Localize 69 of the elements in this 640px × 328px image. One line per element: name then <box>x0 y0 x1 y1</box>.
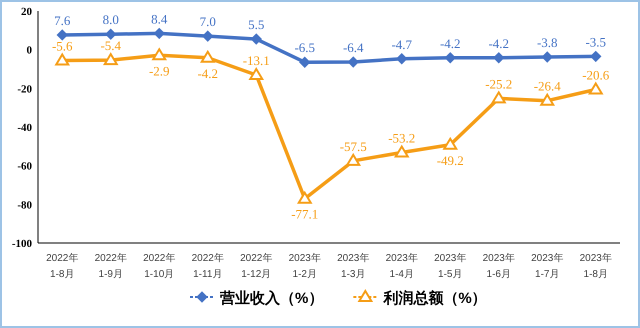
point <box>493 52 504 64</box>
data-label: -3.8 <box>536 35 558 50</box>
data-label: -4.2 <box>488 36 510 51</box>
x-tick-label: 2022年 1-10月 <box>143 252 176 280</box>
y-tick-label: 0 <box>26 44 32 57</box>
point <box>348 56 359 68</box>
x-tick-label: 2023年 1-6月 <box>482 252 515 280</box>
point <box>299 56 310 68</box>
data-label: -26.4 <box>534 78 562 94</box>
y-tick-label: -60 <box>17 160 32 173</box>
data-label: -77.1 <box>291 206 318 222</box>
point <box>540 94 554 106</box>
data-label: -25.2 <box>485 76 512 92</box>
data-label: -20.6 <box>582 67 610 82</box>
x-tick-label: 2022年 1-12月 <box>240 252 272 280</box>
legend-label: 利润总额（%） <box>382 289 487 307</box>
x-tick-label: 2022年 1-11月 <box>192 252 224 280</box>
x-tick-label: 2023年 1-5月 <box>434 252 466 280</box>
data-label: 7.0 <box>200 14 216 30</box>
point <box>154 28 165 39</box>
data-label: -2.9 <box>148 63 170 78</box>
point <box>104 53 118 66</box>
y-tick-label: -80 <box>17 199 32 212</box>
point <box>152 48 166 60</box>
y-tick-label: -20 <box>17 83 32 96</box>
data-label: -6.4 <box>342 40 364 56</box>
point <box>202 30 214 42</box>
x-tick-label: 2023年 1-7月 <box>531 252 564 280</box>
y-tick-label: 20 <box>21 6 32 18</box>
point <box>55 53 70 66</box>
data-label: -49.2 <box>436 152 464 168</box>
point <box>105 28 116 40</box>
x-tick-label: 2022年 1-8月 <box>46 252 78 280</box>
legend-label: 营业收入（%） <box>219 290 324 307</box>
point <box>200 50 215 63</box>
point <box>542 52 553 63</box>
point <box>298 192 312 204</box>
point <box>346 154 360 166</box>
x-tick-label: 2023年 1-2月 <box>288 252 321 280</box>
data-label: -3.5 <box>585 34 606 50</box>
data-label: -5.6 <box>52 38 74 54</box>
point <box>250 34 262 45</box>
point <box>396 53 408 64</box>
data-label: -5.4 <box>100 38 122 54</box>
data-label: -6.5 <box>294 40 316 56</box>
point <box>590 50 602 62</box>
x-tick-label: 2022年 1-9月 <box>94 252 127 280</box>
data-label: 8.4 <box>151 11 168 26</box>
point <box>394 146 409 158</box>
data-label: -4.2 <box>440 36 461 51</box>
data-label: 5.5 <box>248 17 264 32</box>
data-label: -4.2 <box>197 66 218 81</box>
x-tick-label: 2023年 1-8月 <box>580 252 612 280</box>
point <box>588 82 603 94</box>
data-label: 8.0 <box>102 12 119 28</box>
y-tick-label: -40 <box>17 122 32 134</box>
x-tick-label: 2023年 1-3月 <box>337 252 370 280</box>
data-label: -53.2 <box>388 130 416 146</box>
data-label: -4.7 <box>391 36 413 52</box>
point <box>249 68 264 80</box>
data-label: -57.5 <box>340 138 367 154</box>
x-tick-label: 2023年 1-4月 <box>386 252 418 280</box>
point <box>443 138 458 150</box>
data-label: 7.6 <box>54 12 71 28</box>
y-tick-label: -100 <box>12 238 32 250</box>
point <box>492 91 506 104</box>
point <box>444 52 456 64</box>
point <box>56 29 68 40</box>
data-label: -13.1 <box>242 52 270 68</box>
